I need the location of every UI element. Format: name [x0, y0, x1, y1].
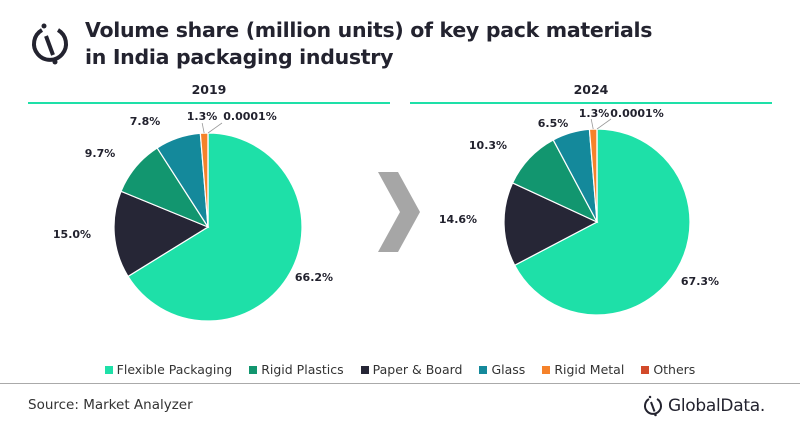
- legend-item: Glass: [479, 362, 525, 377]
- legend-swatch: [249, 365, 258, 374]
- pie-slice-2024-flexible-packaging: [513, 128, 691, 316]
- data-label: 67.3%: [681, 275, 719, 288]
- transition-arrow: [378, 172, 420, 252]
- pie-slice-2019-paper-board: [113, 190, 210, 278]
- leader-line: [201, 122, 205, 134]
- pie-slice-2019-flexible-packaging: [127, 132, 303, 322]
- data-label: 9.7%: [85, 147, 116, 160]
- legend-label: Paper & Board: [372, 362, 463, 377]
- data-label: 1.3%: [579, 107, 610, 120]
- legend-label: Glass: [491, 362, 526, 377]
- data-label: 14.6%: [439, 213, 477, 226]
- leader-line: [590, 118, 594, 130]
- data-label: 66.2%: [295, 271, 333, 284]
- legend-swatch: [641, 365, 650, 374]
- data-label: 0.0001%: [610, 107, 663, 120]
- legend-item: Others: [641, 362, 695, 377]
- data-label: 1.3%: [187, 110, 218, 123]
- title-line-1: Volume share (million units) of key pack…: [85, 18, 653, 42]
- legend-label: Others: [653, 362, 696, 377]
- globaldata-logo-icon: [644, 395, 662, 417]
- footer-divider: [0, 383, 800, 384]
- legend-swatch: [360, 365, 369, 374]
- legend-label: Rigid Metal: [554, 362, 625, 377]
- chart-title: Volume share (million units) of key pack…: [85, 17, 652, 71]
- legend-item: Paper & Board: [360, 362, 463, 377]
- source-note: Source: Market Analyzer: [28, 397, 193, 413]
- data-label: 6.5%: [538, 117, 569, 130]
- globaldata-logo-icon: [32, 23, 68, 65]
- legend-swatch: [104, 365, 113, 374]
- pie-charts: 66.2%15.0%9.7%7.8% 1.3% 0.0001%67.3%14.6%1…: [53, 107, 719, 322]
- brand-logo: GlobalData.: [642, 394, 765, 418]
- data-label: 0.0001%: [223, 110, 276, 123]
- data-label: 15.0%: [53, 228, 91, 241]
- legend-item: Rigid Plastics: [249, 362, 344, 377]
- brand-name: GlobalData.: [668, 396, 765, 416]
- legend-label: Rigid Plastics: [261, 362, 344, 377]
- leader-line: [207, 122, 223, 134]
- divider-2024: [410, 102, 772, 104]
- divider-2019: [28, 102, 390, 104]
- pie-title-2024: 2024: [573, 82, 609, 97]
- title-line-2: in India packaging industry: [85, 45, 394, 69]
- legend-label: Flexible Packaging: [116, 362, 233, 377]
- legend-swatch: [542, 365, 551, 374]
- legend-item: Rigid Metal: [542, 362, 624, 377]
- pie-title-2019: 2019: [191, 82, 227, 97]
- legend-swatch: [479, 365, 488, 374]
- legend-item: Flexible Packaging: [104, 362, 233, 377]
- pie-slice-2024-paper-board: [503, 182, 599, 267]
- data-label: 7.8%: [130, 115, 161, 128]
- leader-line: [596, 118, 612, 130]
- data-label: 10.3%: [469, 139, 507, 152]
- legend: Flexible Packaging Rigid Plastics Paper & …: [0, 362, 800, 377]
